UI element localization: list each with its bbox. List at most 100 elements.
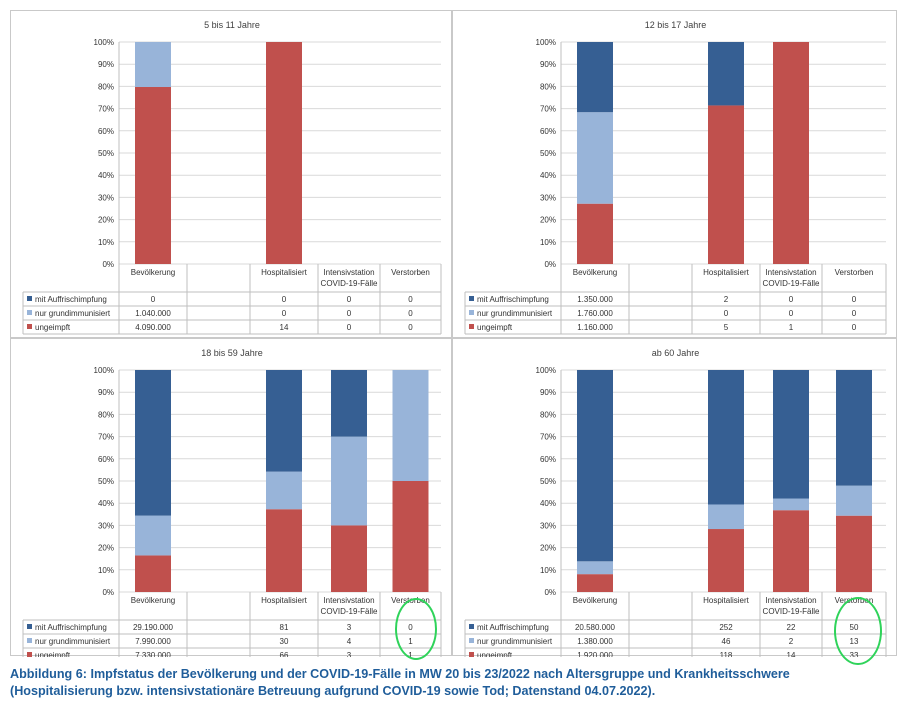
bar-segment	[708, 105, 744, 264]
stacked-bar-chart: 5 bis 11 Jahre 0% 10% 20% 30% 40% 50% 60% 70% 80%…	[22, 20, 442, 335]
legend-label: nur grundimmunisiert	[35, 637, 111, 646]
table-cell-value: 0	[789, 295, 794, 304]
caption-line-1: Abbildung 6: Impfstatus der Bevölkerung …	[10, 667, 790, 681]
legend-label: mit Auffrischimpfung	[35, 295, 107, 304]
stacked-bar-chart: 12 bis 17 Jahre 0% 10% 20% 30% 40% 50% 60% 70% 80…	[464, 20, 887, 335]
legend-swatch	[27, 652, 32, 657]
table-cell-value: 66	[280, 651, 289, 657]
bar-segment	[773, 42, 809, 264]
bar-segment	[577, 42, 613, 113]
annotation-circle-18-59-deaths	[395, 598, 437, 660]
y-tick-label: 40%	[98, 499, 114, 508]
legend-swatch	[469, 624, 474, 629]
bar-segment	[135, 555, 171, 592]
table-cell-value: 22	[787, 623, 796, 632]
y-tick-label: 100%	[94, 38, 114, 47]
chart-panel-60-plus: ab 60 Jahre 0% 10% 20% 30% 40% 50% 60% 70% 80% 90%…	[452, 338, 897, 657]
bar-segment	[331, 436, 367, 526]
y-tick-label: 10%	[98, 566, 114, 575]
table-cell-value: 1.160.000	[577, 323, 613, 332]
table-cell-value: 29.190.000	[133, 623, 174, 632]
y-tick-label: 30%	[540, 193, 556, 202]
y-tick-label: 60%	[98, 455, 114, 464]
y-tick-label: 70%	[540, 433, 556, 442]
y-tick-label: 20%	[98, 216, 114, 225]
y-tick-label: 50%	[540, 477, 556, 486]
legend-label: ungeimpft	[35, 651, 71, 657]
y-tick-label: 80%	[540, 410, 556, 419]
table-cell-value: 1.760.000	[577, 309, 613, 318]
table-cell-value: 118	[720, 651, 733, 657]
legend-swatch	[27, 638, 32, 643]
table-cell-value: 0	[347, 309, 352, 318]
table-cell-value: 0	[408, 323, 413, 332]
figure-caption: Abbildung 6: Impfstatus der Bevölkerung …	[10, 666, 900, 700]
table-cell-value: 14	[280, 323, 289, 332]
table-cell-value: 0	[151, 295, 156, 304]
y-tick-label: 80%	[98, 410, 114, 419]
y-tick-label: 60%	[540, 455, 556, 464]
bar-segment	[266, 42, 302, 264]
table-cell-value: 0	[347, 323, 352, 332]
column-header: Intensivstation	[323, 596, 374, 605]
chart-panel-5-11: 5 bis 11 Jahre 0% 10% 20% 30% 40% 50% 60% 70% 80%…	[10, 10, 452, 338]
bar-segment	[773, 510, 809, 592]
legend-swatch	[27, 296, 32, 301]
bar-segment	[773, 498, 809, 511]
bar-segment	[708, 370, 744, 505]
bar-segment	[266, 471, 302, 510]
stacked-bar-chart: ab 60 Jahre 0% 10% 20% 30% 40% 50% 60% 70% 80% 90%…	[464, 348, 887, 657]
table-cell-value: 2	[789, 637, 794, 646]
chart-title: 18 bis 59 Jahre	[201, 348, 263, 358]
table-cell-value: 46	[722, 637, 731, 646]
stacked-bar-chart: 18 bis 59 Jahre 0% 10% 20% 30% 40% 50% 60% 70% 80…	[22, 348, 442, 657]
table-cell-value: 4	[347, 637, 352, 646]
legend-label: ungeimpft	[477, 651, 513, 657]
y-tick-label: 10%	[540, 566, 556, 575]
column-header: Bevölkerung	[573, 596, 617, 605]
legend-label: nur grundimmunisiert	[477, 309, 553, 318]
bar-segment	[392, 370, 429, 481]
table-cell-value: 0	[852, 309, 857, 318]
chart-title: ab 60 Jahre	[652, 348, 700, 358]
table-cell-value: 5	[724, 323, 729, 332]
legend-swatch	[469, 638, 474, 643]
legend-swatch	[27, 324, 32, 329]
legend-swatch	[469, 324, 474, 329]
table-cell-value: 30	[280, 637, 289, 646]
bar-segment	[577, 112, 613, 204]
y-tick-label: 100%	[94, 366, 114, 375]
y-tick-label: 70%	[540, 105, 556, 114]
legend-label: nur grundimmunisiert	[477, 637, 553, 646]
table-cell-value: 4.090.000	[135, 323, 171, 332]
column-header: Bevölkerung	[573, 268, 617, 277]
bar-segment	[135, 370, 171, 516]
chart-grid: 5 bis 11 Jahre 0% 10% 20% 30% 40% 50% 60% 70% 80%…	[10, 10, 897, 657]
chart-panel-12-17: 12 bis 17 Jahre 0% 10% 20% 30% 40% 50% 60% 70% 80…	[452, 10, 897, 338]
bar-segment	[708, 504, 744, 530]
table-cell-value: 1	[789, 323, 794, 332]
y-tick-label: 50%	[98, 477, 114, 486]
column-header: Intensivstation	[765, 268, 816, 277]
y-tick-label: 30%	[98, 521, 114, 530]
table-cell-value: 0	[347, 295, 352, 304]
bar-segment	[266, 509, 302, 592]
column-header: Bevölkerung	[131, 268, 175, 277]
table-cell-value: 1.380.000	[577, 637, 613, 646]
legend-swatch	[469, 296, 474, 301]
table-cell-value: 0	[852, 295, 857, 304]
y-tick-label: 0%	[544, 260, 556, 269]
bar-segment	[577, 574, 613, 592]
column-header: COVID-19-Fälle	[321, 607, 378, 616]
y-tick-label: 50%	[540, 149, 556, 158]
table-cell-value: 0	[282, 309, 287, 318]
column-header: COVID-19-Fälle	[321, 279, 378, 288]
bar-segment	[577, 370, 613, 562]
legend-label: mit Auffrischimpfung	[477, 295, 549, 304]
y-tick-label: 20%	[540, 216, 556, 225]
y-tick-label: 90%	[540, 60, 556, 69]
column-header: Intensivstation	[765, 596, 816, 605]
column-header: Hospitalisiert	[703, 596, 750, 605]
y-tick-label: 100%	[536, 38, 556, 47]
bar-segment	[836, 515, 872, 592]
